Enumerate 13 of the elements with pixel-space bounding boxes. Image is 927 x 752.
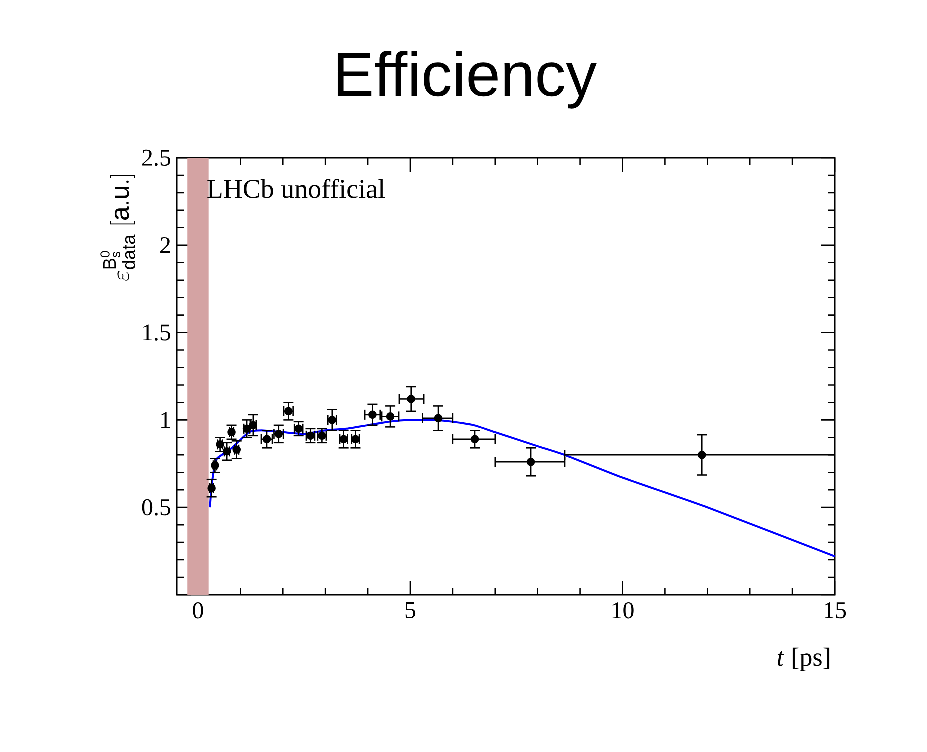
chart-title: Efficiency xyxy=(338,51,597,109)
x-axis-title: t [ps] xyxy=(778,648,830,672)
x-tick-label: 0 xyxy=(193,602,204,619)
y-tick-label: 1.5 xyxy=(144,324,171,341)
x-tick-label: 15 xyxy=(825,602,846,619)
x-tick-label: 10 xyxy=(612,602,634,619)
y-tick-label: 2 xyxy=(160,237,170,254)
y-axis-title: $\varepsilon^{\mathrm{B^0_s}}_{\mathrm{data}}\;[\mathrm{a.u.}]$ xyxy=(100,175,136,281)
y-tick-label: 0.5 xyxy=(142,499,171,516)
y-tick-label: 1 xyxy=(162,412,170,428)
y-tick-label: 2.5 xyxy=(142,150,171,166)
x-tick-label: 5 xyxy=(406,602,416,618)
annotation: LHCb unofficial xyxy=(208,179,386,198)
